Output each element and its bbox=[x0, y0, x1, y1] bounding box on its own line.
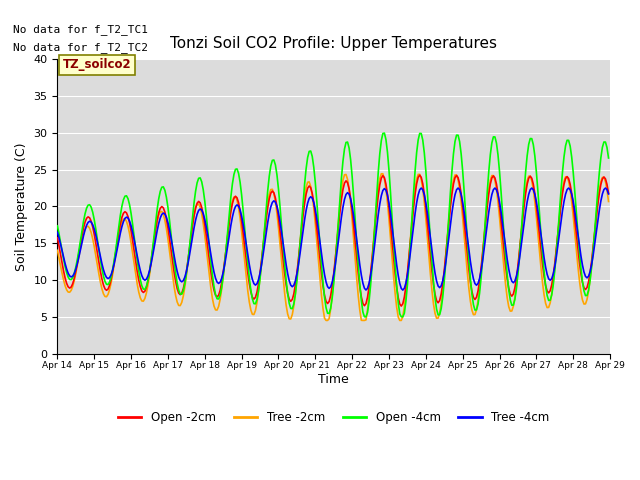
Legend: Open -2cm, Tree -2cm, Open -4cm, Tree -4cm: Open -2cm, Tree -2cm, Open -4cm, Tree -4… bbox=[113, 407, 554, 429]
Text: No data for f_T2_TC1: No data for f_T2_TC1 bbox=[13, 24, 148, 35]
Y-axis label: Soil Temperature (C): Soil Temperature (C) bbox=[15, 142, 28, 271]
Text: TZ_soilco2: TZ_soilco2 bbox=[63, 58, 132, 71]
Text: No data for f_T2_TC2: No data for f_T2_TC2 bbox=[13, 42, 148, 53]
Title: Tonzi Soil CO2 Profile: Upper Temperatures: Tonzi Soil CO2 Profile: Upper Temperatur… bbox=[170, 36, 497, 51]
X-axis label: Time: Time bbox=[318, 373, 349, 386]
